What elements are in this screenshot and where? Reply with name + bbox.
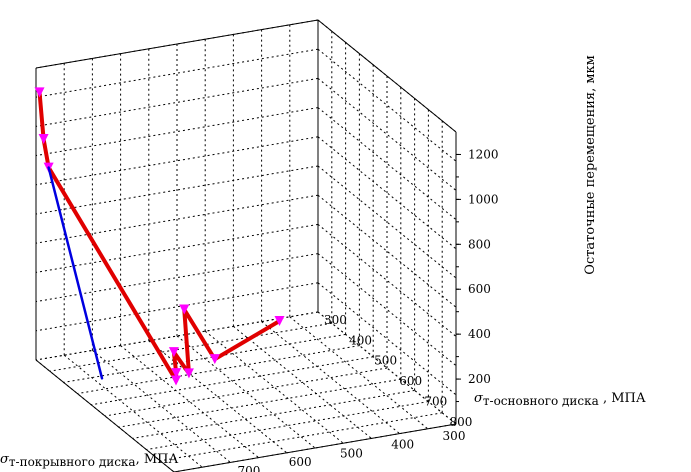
floor-gridline-y [261,321,400,434]
x-axis-label: σт-покрывного диска, МПА [0,452,179,469]
floor-gridline-x [118,378,401,428]
data-point-marker [183,368,194,379]
z-tick-label: 600 [468,282,491,296]
data-point-marker [171,368,182,379]
series-line [47,166,104,380]
data-point-marker [171,375,182,386]
y-axis-label: σт-основного диска , МПА [474,391,646,408]
wall-right-gridline-h [317,282,457,396]
series-line [37,90,282,383]
y-tick-label: 600 [399,374,422,388]
x-tick-label: 300 [443,429,466,443]
z-tick-label: 1000 [468,192,499,206]
z-tick-label: 1200 [468,147,499,161]
x-tick-label: 400 [391,438,414,452]
data-point-marker [38,134,49,145]
floor-edge-front [35,359,175,472]
floor-gridline-x [132,389,415,439]
wall-right-gridline-h [317,78,457,191]
floor-gridline-y [92,350,231,463]
data-point-marker [34,87,45,98]
data-point-marker [179,304,190,315]
wall-right-gridline-h [317,48,457,162]
y-tick-label: 700 [424,394,447,408]
frame-layer [35,19,457,472]
series-layer [34,87,285,386]
data-point-marker [274,316,285,327]
top-edge-left [35,19,319,69]
floor-gridline-y [176,335,316,449]
floor-gridline-x [77,345,360,395]
floor-gridline-y [63,354,203,468]
x-tick-label: 600 [289,455,312,469]
floor-edge-right [173,423,457,472]
z-tick-label: 800 [468,237,491,251]
floor-gridline-y [204,330,344,444]
y-tick-label: 500 [374,354,397,368]
x-tick-label: 500 [340,446,363,460]
floor-gridline-x [49,322,332,372]
top-edge-right [317,19,457,133]
ticks-layer: 3004005006007008003004005006007008002004… [237,147,499,472]
y-tick-label: 800 [449,415,472,429]
y-tick-label: 300 [324,313,347,327]
data-point-marker [168,347,179,358]
x-tick-label: 700 [237,464,260,472]
y-tick-label: 400 [349,333,372,347]
floor-gridline-x [146,401,429,451]
z-tick-label: 200 [468,372,491,386]
grid-layer [35,19,457,472]
floor-gridline-x [104,367,388,417]
data-point-marker [209,354,220,365]
z-axis-label: Остаточные перемещения, мкм [583,55,598,274]
z-tick-label: 400 [468,327,491,341]
